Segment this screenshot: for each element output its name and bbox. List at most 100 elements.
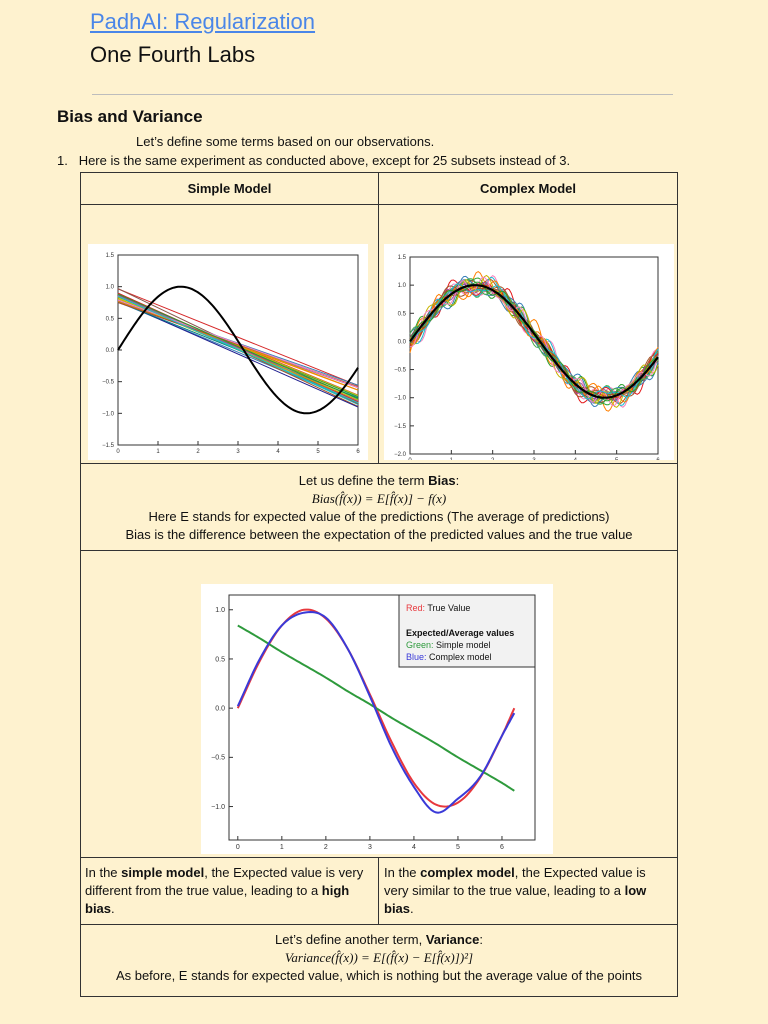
bias-formula: Bias(f̂(x)) = E[f̂(x)] − f(x) [311,491,447,506]
variance-intro: Let’s define another term, [275,932,426,947]
variance-explanation: As before, E stands for expected value, … [115,968,643,983]
x-tick-label: 0 [116,449,120,455]
variance-formula: Variance(f̂(x)) = E[(f̂(x) − E[f̂(x)])²] [284,950,474,965]
y-tick-label: −0.5 [211,755,225,762]
simple-fit-line [117,295,359,404]
legend-green: Green: Simple model [406,640,491,650]
colon: : [455,473,460,488]
x-tick-label: 1 [156,449,160,455]
y-tick-label: −1.5 [394,424,407,430]
legend-red-part: Red: [406,603,425,613]
x-tick-label: 5 [456,844,460,851]
t-bold: complex model [420,865,515,880]
t: In the [85,865,122,880]
list-number: 1. [57,153,68,168]
legend-red: Red: True Value [406,603,470,613]
legend-blue: Blue: Complex model [406,652,492,662]
x-tick-label: 2 [196,449,200,455]
x-tick-label: 4 [412,844,416,851]
section-heading: Bias and Variance [57,107,203,126]
complex-fit-line [409,279,659,404]
y-tick-label: 0.5 [215,656,225,663]
legend-red-part: True Value [425,603,470,613]
simple-fit-line [117,293,359,400]
bias-explanation: Here E stands for expected value of the … [148,509,610,524]
legend-green-part: Simple model [434,640,491,650]
simple-model-cell: 0 1 2 3 4 5 6 −1.5 −1.0 −0.5 0.0 0.5 1.0 1.5 [80,204,379,474]
variance-definition: Let’s define another term, Variance: Var… [80,924,678,997]
complex-average-line [236,610,516,814]
t-bold: low bias [384,883,647,916]
t: . [111,901,115,916]
x-tick-label: 3 [368,844,372,851]
plot-frame [228,594,536,841]
y-tick-label: −0.5 [102,380,115,386]
average-chart-cell: 0 1 2 3 4 5 6 −1.0 −0.5 0.0 0.5 1.0 Red: True Value E… [80,550,678,858]
y-tick-label: −2.0 [394,452,407,458]
true-function-line [117,285,359,415]
x-tick-label: 6 [356,449,360,455]
simple-model-chart: 0 1 2 3 4 5 6 −1.5 −1.0 −0.5 0.0 0.5 1.0 1.5 [88,244,368,474]
bias-definition: Let us define the term Bias: Bias(f̂(x))… [80,463,678,551]
t: , the Expected value is very similar to … [384,865,646,898]
colon: : [479,932,483,947]
complex-model-note: In the complex model, the Expected value… [378,857,678,925]
y-tick-label: −1.0 [102,411,115,417]
x-tick-label: 0 [236,844,240,851]
t: In the [384,865,421,880]
complex-fit-line [409,281,659,402]
simple-fit-line [117,299,359,388]
x-tick-label: 3 [236,449,240,455]
simple-fit-line [117,288,359,386]
y-tick-label: 0.5 [398,311,407,317]
x-tick-label: 2 [324,844,328,851]
y-tick-label: −1.0 [211,804,225,811]
y-tick-label: −1.5 [102,443,115,449]
legend-heading-part: Expected/Average values [406,628,514,638]
y-tick-label: 0.0 [215,705,225,712]
legend-green-part: Green: [406,640,434,650]
y-tick-label: 0.5 [106,316,115,322]
t: . [410,901,414,916]
divider [92,94,673,95]
list-text: Here is the same experiment as conducted… [78,153,571,168]
bias-intro: Let us define the term [298,473,429,488]
header-simple-model: Simple Model [80,172,379,205]
doc-title[interactable]: PadhAI: Regularization [90,9,316,34]
true-function-line [409,284,659,399]
bias-summary: Bias is the difference between the expec… [125,527,633,542]
x-tick-label: 5 [316,449,320,455]
simple-average-line [237,624,515,792]
y-tick-label: 1.0 [215,607,225,614]
expected-values-chart: 0 1 2 3 4 5 6 −1.0 −0.5 0.0 0.5 1.0 Red: True Value E… [201,584,553,854]
plot-background [384,244,674,474]
simple-fit-line [117,300,359,408]
variance-term: Variance [425,932,480,947]
y-tick-label: 1.5 [106,253,115,259]
y-tick-label: −0.5 [394,368,407,374]
y-tick-label: −1.0 [394,396,407,402]
complex-fit-line [409,281,659,401]
t-bold: simple model [121,865,205,880]
y-tick-label: 0.0 [106,348,115,354]
legend-heading: Expected/Average values [406,628,514,638]
t-bold: high bias [85,883,350,916]
header-complex-model: Complex Model [378,172,678,205]
y-tick-label: 1.0 [106,285,115,291]
bias-term: Bias [428,473,456,488]
t: , the Expected value is very different f… [85,865,364,898]
y-tick-label: 1.5 [398,255,407,261]
simple-model-note: In the simple model, the Expected value … [80,857,379,925]
legend-blue-part: Blue: [406,652,427,662]
x-tick-label: 1 [280,844,284,851]
list-item: 1. Here is the same experiment as conduc… [57,153,570,168]
x-tick-label: 4 [276,449,280,455]
intro-text: Let’s define some terms based on our obs… [136,134,435,149]
legend-blue-part: Complex model [427,652,492,662]
x-tick-label: 6 [500,844,504,851]
legend-box [398,594,536,668]
plot-background [88,244,368,474]
complex-fit-line [409,276,659,407]
